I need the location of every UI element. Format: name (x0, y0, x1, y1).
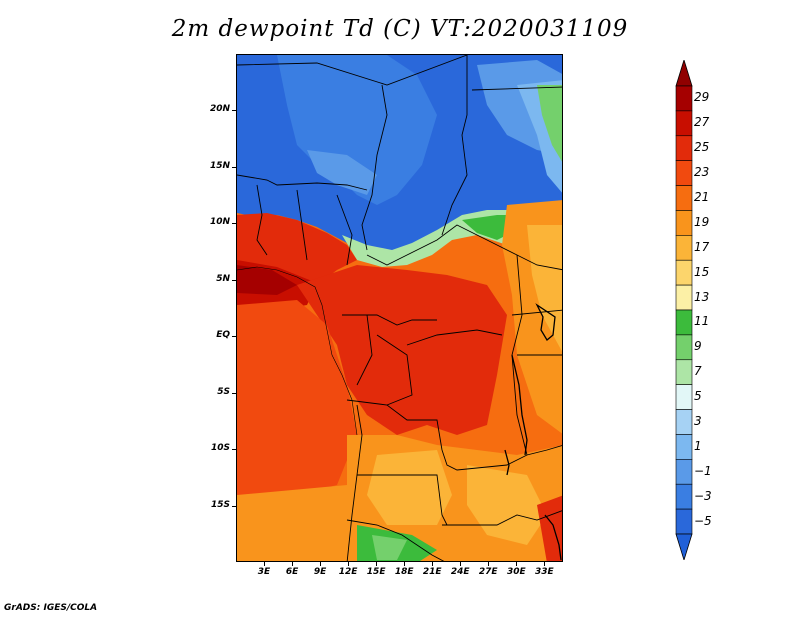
colorbar-label: 9 (694, 339, 702, 354)
colorbar-swatch (675, 85, 693, 112)
lon-tick (264, 562, 266, 566)
lon-tick (516, 562, 518, 566)
colorbar-bottom-arrow (675, 533, 693, 560)
lon-tick (292, 562, 294, 566)
lon-label: 27E (478, 567, 498, 577)
colorbar-label: 29 (694, 90, 710, 105)
colorbar-label: 11 (694, 314, 710, 329)
field-dry-sahara (277, 55, 437, 205)
colorbar-swatch (675, 160, 693, 186)
field-humid-core (237, 265, 297, 295)
lakes (504, 303, 562, 561)
colorbar-swatch (675, 210, 693, 236)
colorbar (675, 60, 693, 560)
lon-label: 9E (313, 567, 327, 577)
colorbar-label: 19 (694, 214, 710, 229)
lat-label: 20N (209, 104, 230, 115)
colorbar-label: 5 (694, 389, 702, 404)
dewpoint-field (237, 55, 562, 561)
field-humid-atlantic (237, 300, 357, 495)
lon-label: 18E (394, 567, 414, 577)
lon-label: 30E (506, 567, 526, 577)
colorbar-swatch (675, 235, 693, 261)
colorbar-swatch (675, 309, 693, 336)
colorbar-swatch (675, 284, 693, 311)
lon-label: 3E (257, 567, 271, 577)
lon-tick (488, 562, 490, 566)
lon-label: 12E (338, 567, 358, 577)
lat-tick (232, 279, 236, 281)
lat-tick (232, 223, 236, 225)
colorbar-swatch (675, 135, 693, 161)
colorbar-label: −3 (694, 488, 712, 503)
lat-label: EQ (216, 330, 230, 341)
colorbar-swatch (675, 110, 693, 137)
field-humid-basin (297, 265, 507, 435)
lon-label: 6E (285, 567, 299, 577)
lat-tick (232, 449, 236, 451)
colorbar-swatch (675, 334, 693, 361)
country-borders (237, 55, 562, 561)
colorbar-swatch (675, 434, 693, 460)
colorbar-swatch (675, 508, 693, 535)
chart-title: 2m dewpoint Td (C) VT:2020031109 (171, 16, 629, 42)
grads-credit: GrADS: IGES/COLA (4, 603, 98, 613)
colorbar-label: 21 (694, 190, 710, 204)
lon-label: 33E (534, 567, 554, 577)
colorbar-swatch (675, 359, 693, 385)
lon-tick (544, 562, 546, 566)
colorbar-swatch (675, 384, 693, 410)
colorbar-label: 1 (694, 438, 702, 453)
colorbar-label: −1 (694, 463, 712, 478)
lon-tick (320, 562, 322, 566)
colorbar-label: 13 (694, 289, 710, 304)
lon-tick (404, 562, 406, 566)
colorbar-swatch (675, 483, 693, 510)
field-southwest (237, 485, 377, 561)
lon-label: 21E (422, 567, 442, 577)
lat-tick (232, 505, 236, 507)
lat-label: 15S (210, 499, 230, 510)
colorbar-label: −5 (694, 513, 712, 528)
lat-tick (232, 166, 236, 168)
field-south-lightgreen (372, 535, 407, 560)
colorbar-top-arrow (675, 60, 693, 87)
lat-tick (232, 336, 236, 338)
colorbar-label: 23 (694, 165, 710, 180)
lat-label: 10N (209, 217, 230, 228)
lat-label: 5S (217, 386, 230, 397)
colorbar-swatch (675, 259, 693, 286)
lon-tick (376, 562, 378, 566)
lon-label: 24E (450, 567, 470, 577)
field-southeast-red (537, 495, 562, 561)
lon-tick (348, 562, 350, 566)
lat-tick (232, 110, 236, 112)
colorbar-swatch (675, 459, 693, 485)
colorbar-label: 17 (694, 239, 710, 254)
field-east-yellow (527, 225, 562, 352)
field-south-yellow (367, 450, 452, 525)
lat-tick (232, 392, 236, 394)
colorbar-label: 7 (694, 364, 702, 379)
field-dry-patch (307, 150, 377, 195)
coastline (237, 266, 358, 436)
colorbar-label: 25 (694, 140, 710, 155)
lat-label: 10S (210, 443, 230, 454)
colorbar-swatch (675, 409, 693, 435)
dewpoint-map (236, 54, 563, 562)
lat-label: 15N (209, 160, 230, 171)
colorbar-label: 15 (694, 264, 710, 279)
colorbar-label: 27 (694, 115, 710, 130)
colorbar-swatch (675, 185, 693, 211)
lon-tick (432, 562, 434, 566)
lon-label: 15E (366, 567, 386, 577)
lat-label: 5N (216, 273, 230, 284)
colorbar-label: 3 (694, 414, 702, 428)
field-green-northeast (537, 85, 562, 162)
lon-tick (460, 562, 462, 566)
